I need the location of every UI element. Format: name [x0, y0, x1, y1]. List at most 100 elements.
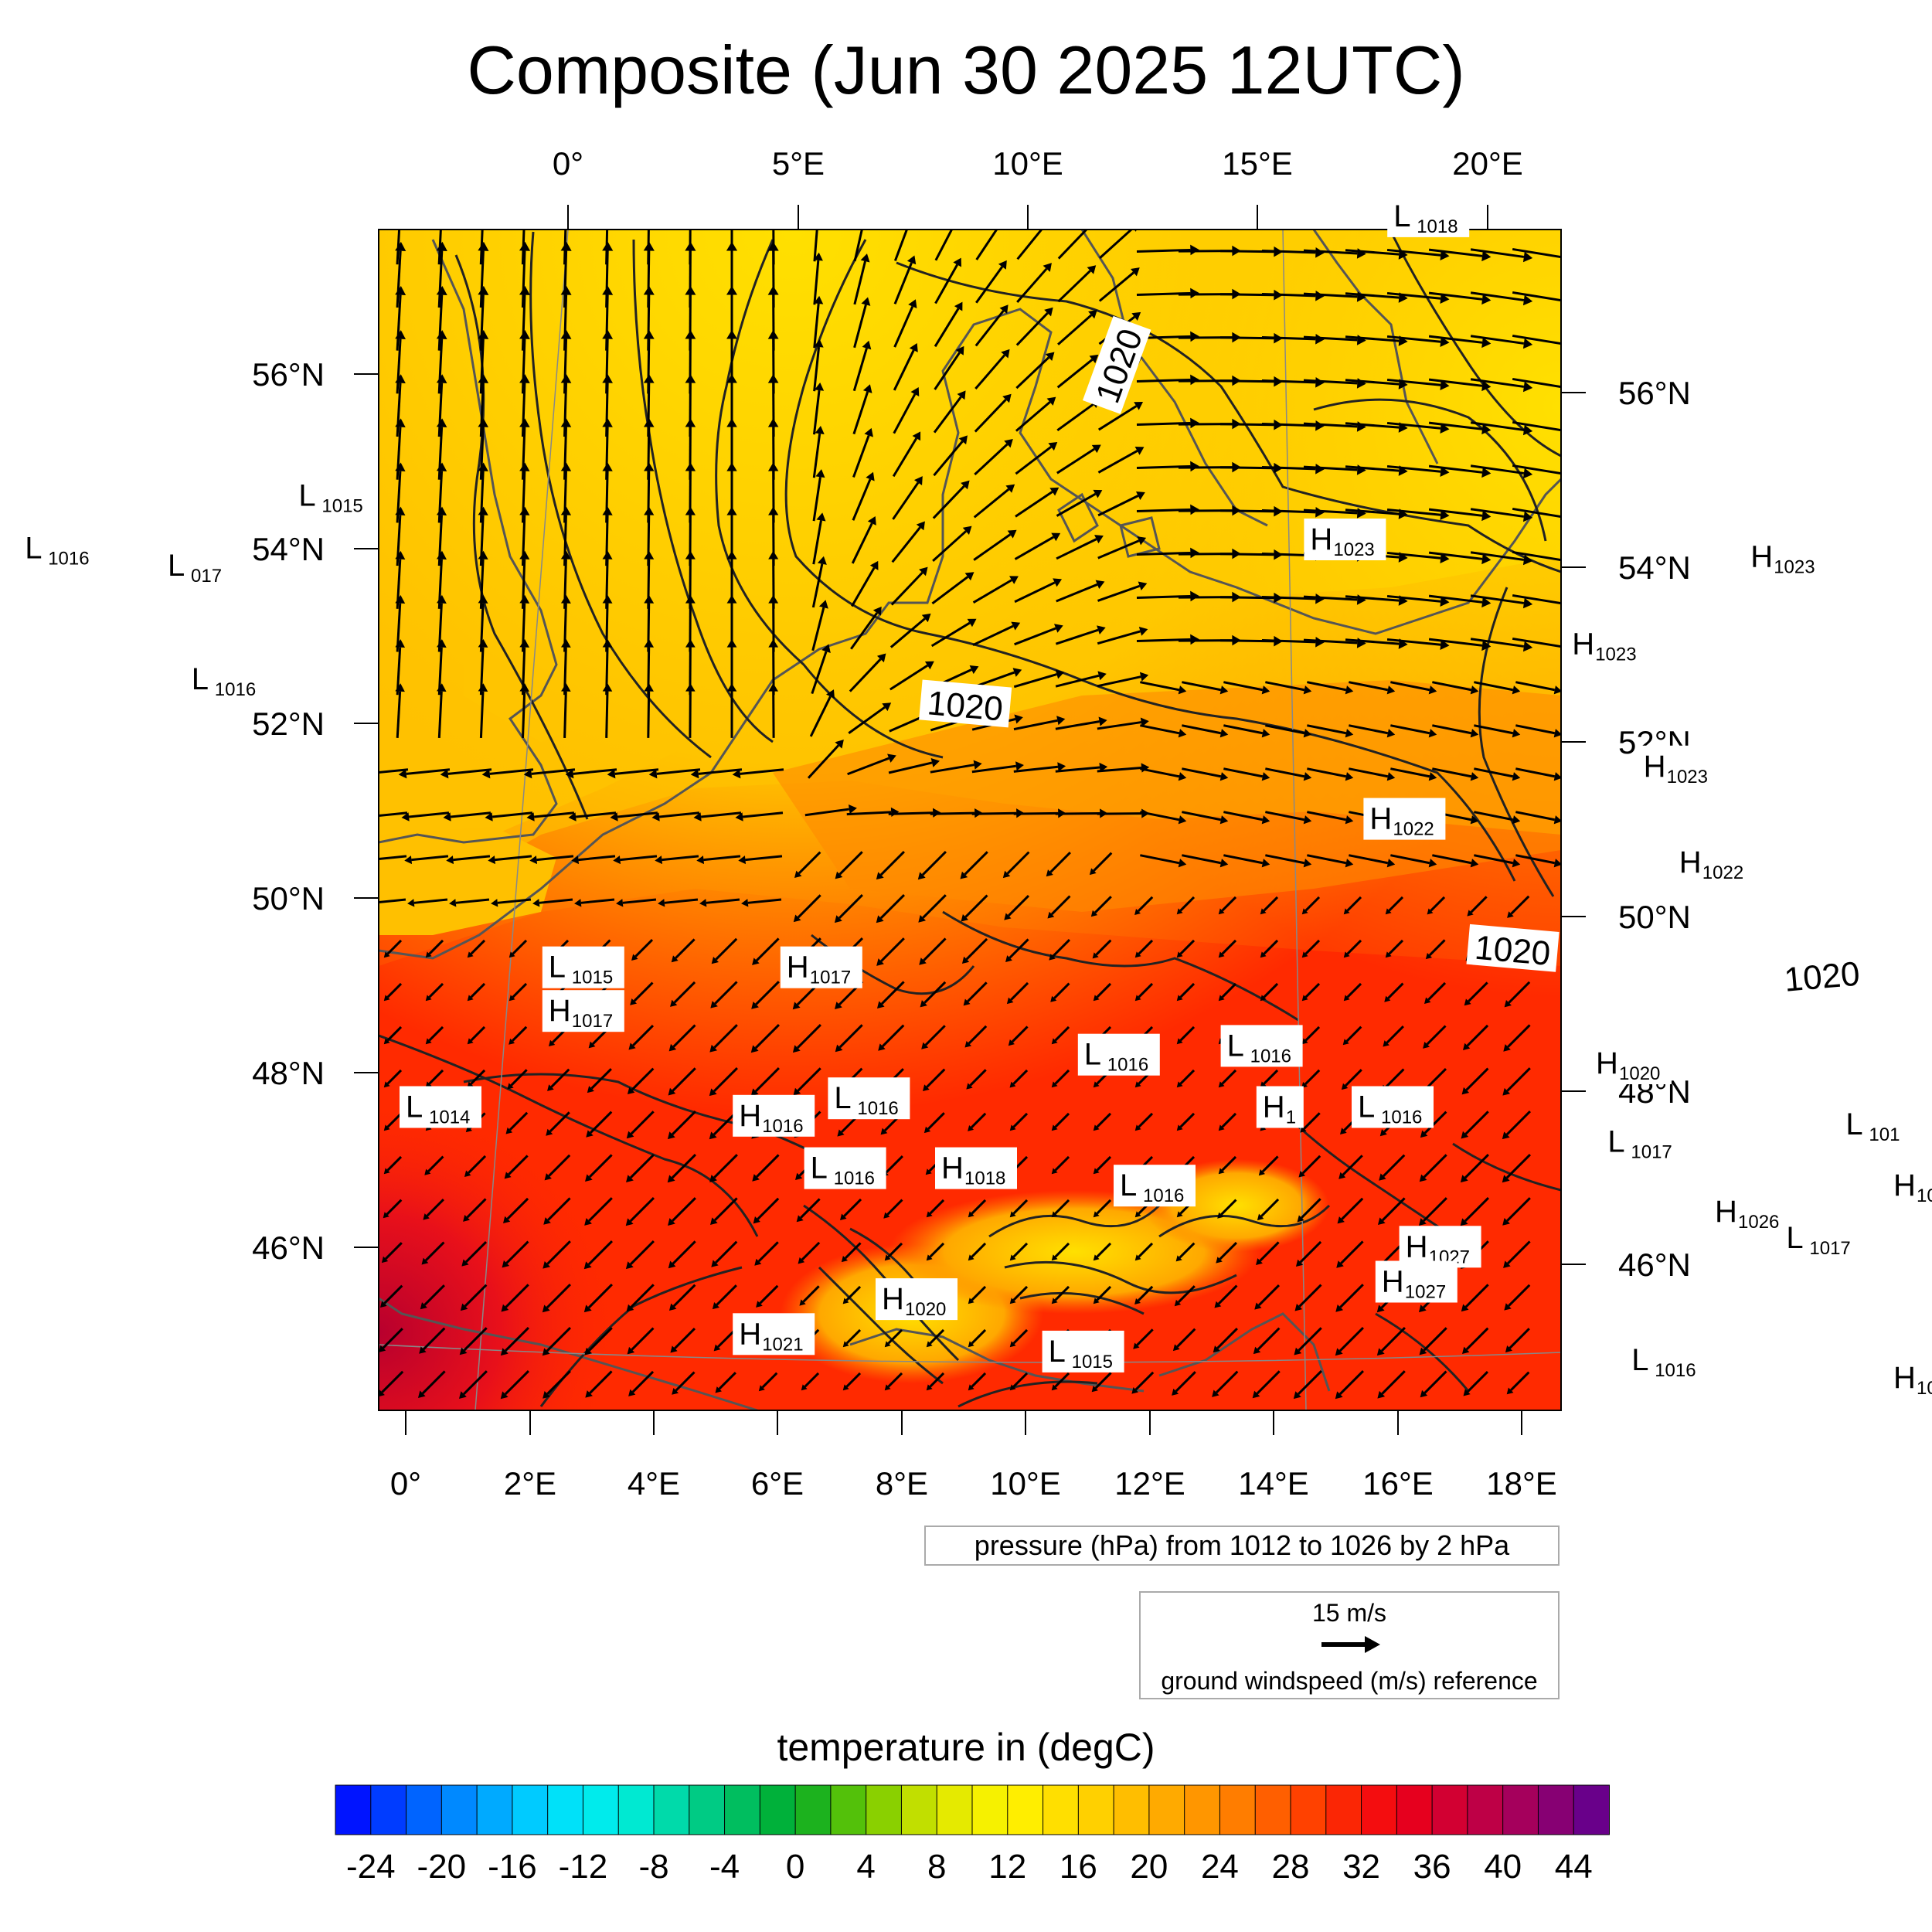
wind-arrow [792, 1024, 821, 1053]
low-pressure-label: L 1016 [1077, 1033, 1160, 1076]
wind-arrow [1015, 442, 1058, 475]
wind-arrow [423, 1199, 444, 1220]
high-pressure-label: H 1020 [1590, 1043, 1672, 1084]
wind-arrow [1265, 767, 1312, 781]
colorbar-cell [1431, 1784, 1468, 1835]
wind-arrow [1098, 267, 1140, 302]
pressure-center-value: 1015 [572, 968, 613, 988]
wind-arrow [1307, 724, 1354, 738]
wind-arrow [1502, 1111, 1531, 1140]
wind-arrow [670, 1327, 696, 1353]
wind-arrow [813, 252, 823, 305]
top-lon-label: 0° [553, 145, 583, 182]
wind-arrow [750, 1024, 780, 1053]
high-pressure-label: H 1021 [733, 1313, 815, 1355]
wind-arrow [973, 529, 1017, 561]
colorbar-cell [406, 1784, 443, 1835]
wind-arrow [758, 1372, 778, 1392]
wind-arrow [876, 981, 905, 1009]
wind-arrow [1428, 335, 1492, 349]
colorbar-cell [900, 1784, 938, 1835]
wind-arrow [975, 304, 1009, 347]
wind-arrow [1261, 594, 1325, 604]
wind-arrow [1515, 767, 1561, 781]
wind-arrow [934, 345, 964, 390]
wind-arrow [1419, 1197, 1447, 1226]
wind-arrow [1134, 982, 1154, 1002]
wind-arrow [1470, 551, 1533, 566]
wind-arrow [1335, 1284, 1364, 1312]
low-pressure-label: L 1016 [1625, 1339, 1708, 1382]
wind-arrow [560, 285, 572, 351]
wind-arrow [1093, 1155, 1112, 1175]
wind-arrow [584, 1197, 613, 1226]
wind-arrow [1343, 982, 1362, 1002]
wind-arrow [1390, 681, 1437, 695]
low-pressure-label: L 017 [162, 544, 232, 587]
wind-arrow [891, 521, 925, 563]
wind-arrow [1050, 982, 1070, 1002]
wind-arrow [1512, 247, 1561, 259]
high-pressure-label: H 1023 [1744, 536, 1827, 578]
wind-arrow [383, 1112, 403, 1131]
low-pressure-label: L 101 [1839, 1104, 1910, 1146]
pressure-center-value: 1016 [1381, 1107, 1422, 1128]
wind-arrow [1051, 1155, 1070, 1175]
wind-arrow [501, 1284, 529, 1312]
wind-arrow [1172, 1371, 1196, 1396]
colorbar-tick-label: -4 [709, 1848, 740, 1886]
wind-arrow [485, 811, 533, 821]
wind-arrow [812, 426, 825, 478]
wind-arrow [1140, 681, 1187, 695]
wind-arrow [459, 1327, 488, 1355]
wind-arrow [1390, 854, 1437, 868]
wind-arrow [715, 1372, 736, 1393]
low-pressure-label: L 1016 [1114, 1165, 1196, 1207]
wind-arrow [1386, 464, 1450, 478]
isobar-label-text: 1020 [1783, 955, 1862, 999]
wind-arrow [807, 739, 844, 779]
wind-arrow [1056, 354, 1099, 389]
wind-arrow [1502, 1154, 1531, 1183]
wind-arrow [1297, 1198, 1321, 1223]
wind-arrow [975, 230, 998, 260]
colorbar-tick-label: 44 [1555, 1848, 1593, 1886]
wind-arrow [813, 295, 824, 349]
wind-arrow [1474, 767, 1521, 781]
wind-arrow [1214, 1284, 1238, 1308]
wind-arrow [930, 618, 977, 648]
wind-arrow [1423, 1025, 1447, 1049]
wind-arrow [919, 937, 947, 965]
colorbar-tick-label: 28 [1272, 1848, 1310, 1886]
wind-arrow [1182, 681, 1229, 695]
wind-arrow [1295, 1240, 1322, 1267]
wind-reference-legend: 15 m/s ground windspeed (m/s) reference [1139, 1591, 1560, 1699]
wind-arrow [383, 939, 403, 958]
wind-arrow [1463, 1371, 1488, 1396]
wind-arrow [974, 393, 1012, 433]
bottom-lon-label: 6°E [751, 1465, 804, 1502]
pressure-center-type: L [1084, 1038, 1101, 1072]
wind-arrow [932, 480, 970, 519]
wind-arrow [842, 1372, 862, 1391]
wind-arrow [1140, 724, 1187, 738]
wind-arrow [1512, 507, 1561, 519]
pressure-legend: pressure (hPa) from 1012 to 1026 by 2 hP… [924, 1526, 1560, 1566]
pressure-center-type: H [882, 1282, 904, 1316]
wind-arrow [1432, 724, 1479, 738]
pressure-center-type: L [834, 1081, 851, 1115]
bottom-lon-label: 4°E [628, 1465, 680, 1502]
pressure-center-value: 1014 [429, 1107, 470, 1128]
wind-arrow [1506, 1371, 1530, 1395]
wind-arrow [1006, 981, 1029, 1005]
isobars [379, 231, 1561, 1408]
wind-arrow [532, 898, 573, 907]
wind-arrow [1015, 396, 1056, 432]
wind-arrow [834, 894, 863, 923]
colorbar-cell [335, 1784, 372, 1835]
wind-arrow [560, 374, 572, 437]
wind-arrow [799, 1285, 820, 1306]
wind-arrow [425, 939, 444, 958]
wind-arrow [1507, 895, 1530, 918]
